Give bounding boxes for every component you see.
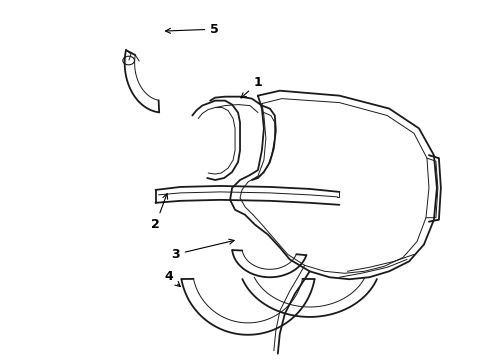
Text: 4: 4 [164,270,180,287]
Text: 5: 5 [166,23,219,36]
Text: 3: 3 [171,239,234,261]
Text: 2: 2 [151,194,168,231]
Text: 1: 1 [241,76,262,98]
